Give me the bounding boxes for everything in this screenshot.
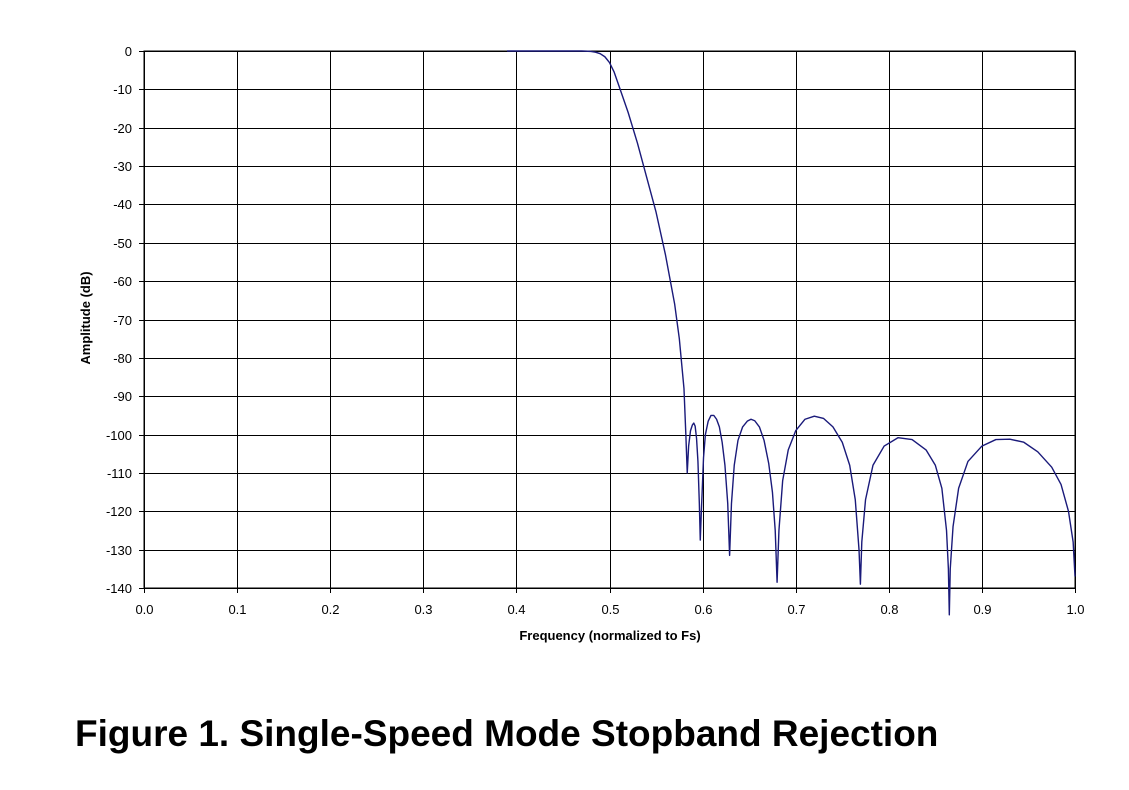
y-tick-label: -70 bbox=[113, 313, 132, 328]
x-tick-label: 0.2 bbox=[321, 602, 339, 617]
x-axis-label: Frequency (normalized to Fs) bbox=[519, 628, 700, 643]
y-tick-label: -120 bbox=[106, 504, 132, 519]
x-tick-labels: 0.0 0.1 0.2 0.3 0.4 0.5 0.6 0.7 0.8 0.9 1.0 bbox=[135, 602, 1084, 617]
y-tick-label: -90 bbox=[113, 389, 132, 404]
x-tick-label: 0.6 bbox=[694, 602, 712, 617]
series-line bbox=[507, 50, 1076, 616]
y-tick-labels: 0 -10 -20 -30 -40 -50 -60 -70 -80 -90 -100 -110 -120… bbox=[106, 44, 132, 596]
x-tick-label: 1.0 bbox=[1066, 602, 1084, 617]
y-tick-label: -130 bbox=[106, 543, 132, 558]
y-tick-label: -60 bbox=[113, 274, 132, 289]
y-tick-label: -20 bbox=[113, 121, 132, 136]
stopband-chart: 0 -10 -20 -30 -40 -50 -60 -70 -80 -90 -100 -110 -120… bbox=[78, 44, 1085, 643]
y-tick-label: -40 bbox=[113, 197, 132, 212]
series-layer bbox=[507, 50, 1076, 616]
x-tick-label: 0.8 bbox=[880, 602, 898, 617]
plot-grid bbox=[139, 50, 1076, 593]
y-tick-label: -80 bbox=[113, 351, 132, 366]
y-tick-label: -110 bbox=[107, 466, 132, 481]
x-tick-label: 0.3 bbox=[414, 602, 432, 617]
y-tick-label: -140 bbox=[106, 581, 132, 596]
y-tick-label: -50 bbox=[113, 236, 132, 251]
y-axis-label: Amplitude (dB) bbox=[78, 271, 93, 364]
x-tick-label: 0.7 bbox=[787, 602, 805, 617]
x-tick-label: 0.4 bbox=[507, 602, 525, 617]
y-tick-label: -10 bbox=[113, 82, 132, 97]
y-tick-label: 0 bbox=[125, 44, 132, 59]
figure-caption: Figure 1. Single-Speed Mode Stopband Rej… bbox=[75, 713, 939, 754]
y-tick-label: -100 bbox=[106, 428, 132, 443]
y-tick-label: -30 bbox=[113, 159, 132, 174]
x-tick-label: 0.0 bbox=[135, 602, 153, 617]
plot-frame bbox=[143, 50, 1076, 589]
x-tick-label: 0.5 bbox=[601, 602, 619, 617]
x-tick-label: 0.9 bbox=[973, 602, 991, 617]
x-tick-label: 0.1 bbox=[228, 602, 246, 617]
